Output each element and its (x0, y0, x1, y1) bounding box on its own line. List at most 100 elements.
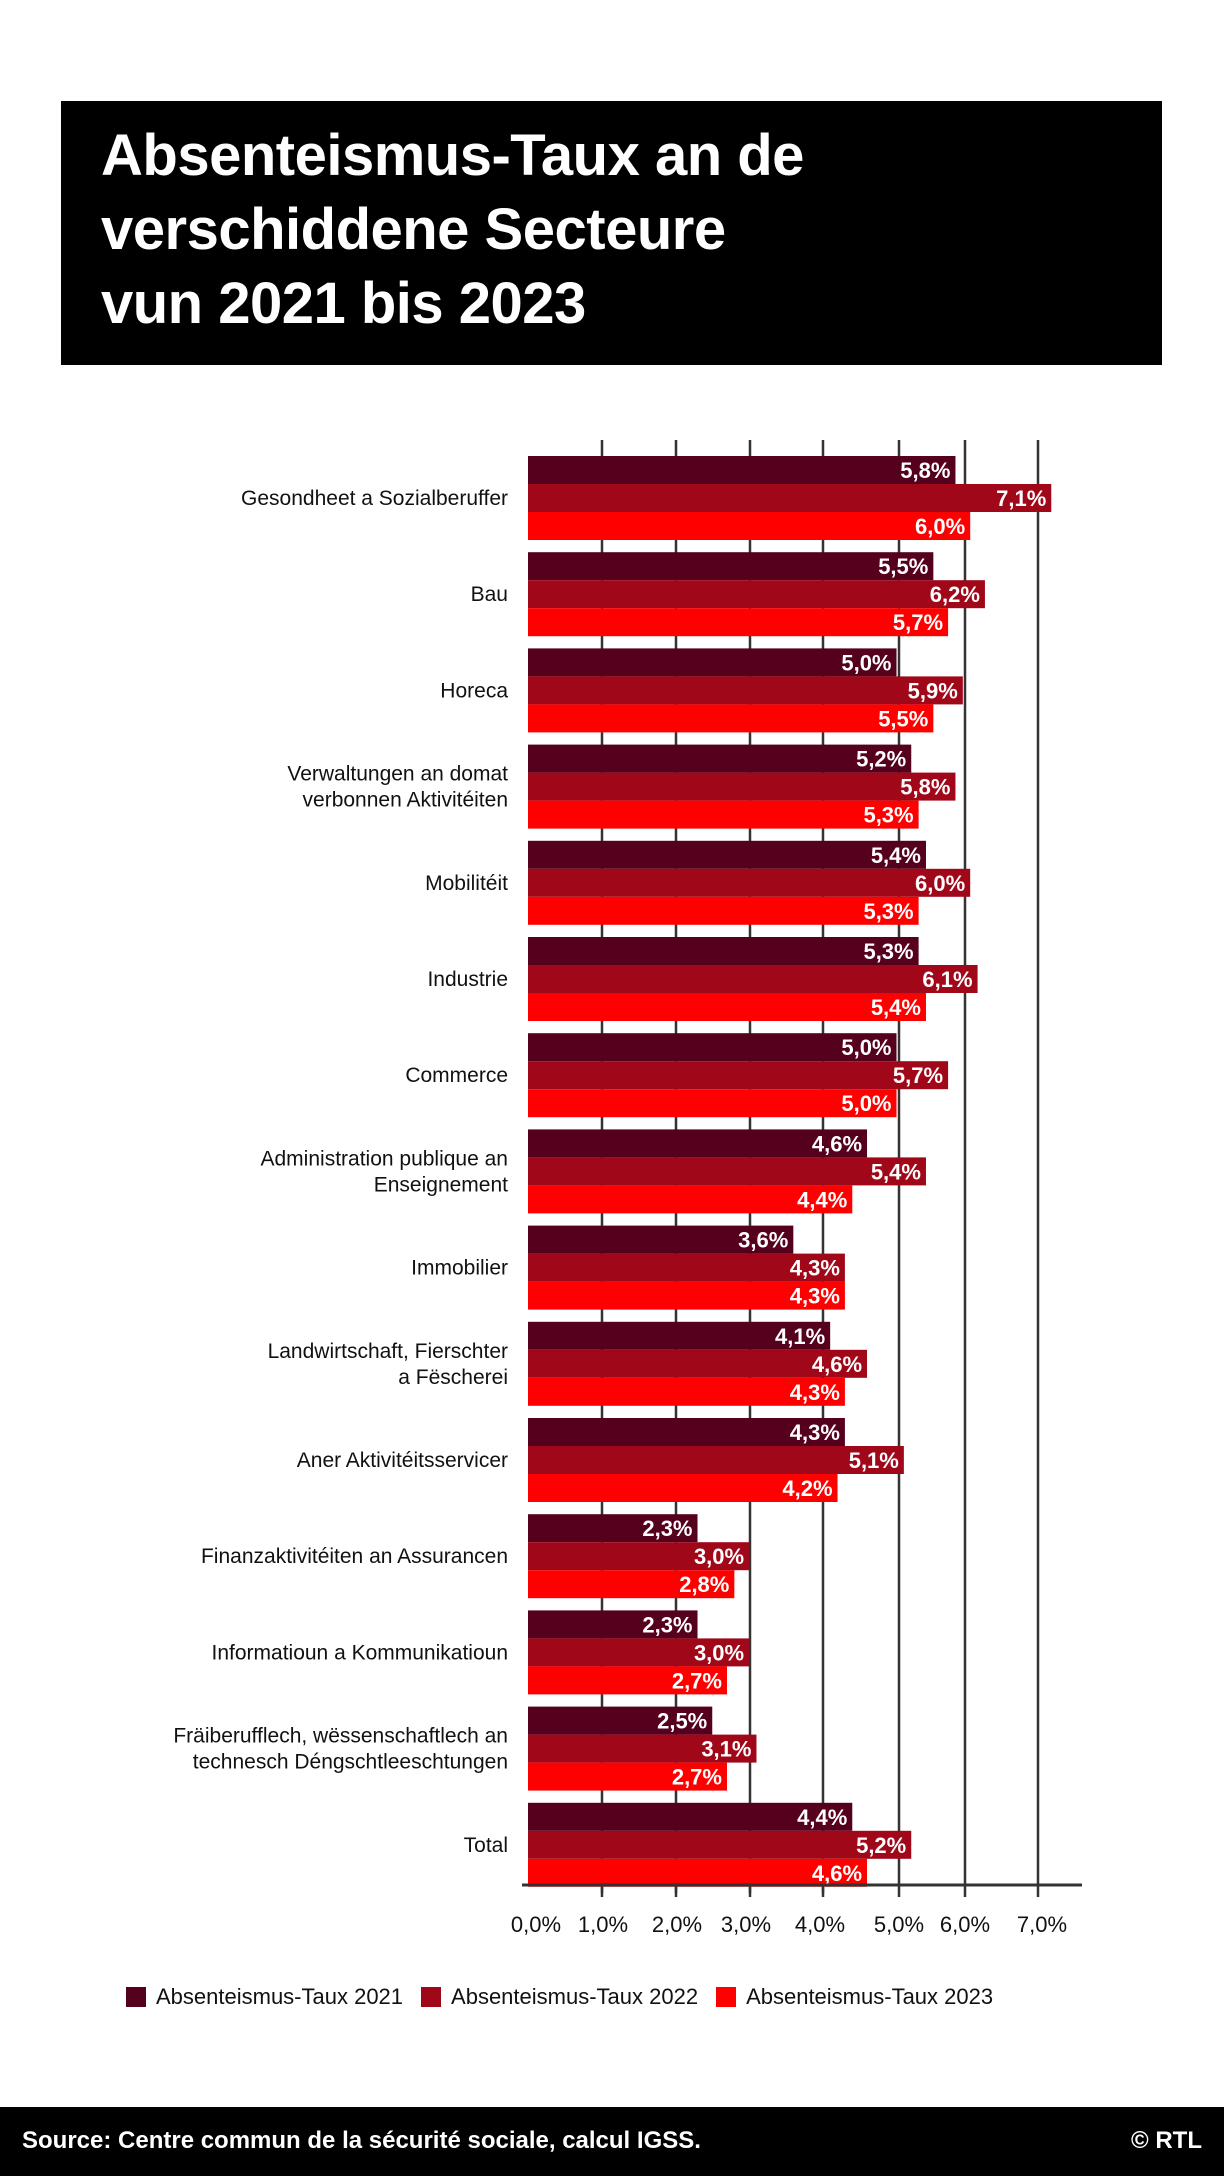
bar (528, 1321, 831, 1350)
bar (528, 552, 934, 581)
bar (528, 1281, 845, 1310)
category-label: Aner Aktivitéitsservicer (297, 1449, 508, 1472)
data-label: 2,3% (642, 1516, 692, 1541)
bar (528, 1129, 868, 1158)
data-label: 4,6% (812, 1352, 862, 1377)
bar (528, 937, 919, 965)
data-label: 6,1% (922, 967, 972, 992)
data-label: 5,0% (841, 1091, 891, 1116)
legend-swatch-2021 (126, 1987, 146, 2007)
bar (528, 1610, 698, 1639)
data-label: 5,7% (893, 610, 943, 635)
bar (528, 1157, 926, 1186)
data-label: 5,4% (871, 995, 921, 1020)
data-label: 4,3% (790, 1380, 840, 1405)
x-tick-label: 0,0% (511, 1912, 561, 1937)
data-label: 5,3% (863, 939, 913, 964)
data-label: 5,7% (893, 1063, 943, 1088)
data-label: 5,2% (856, 747, 906, 772)
category-label: Industrie (427, 968, 508, 991)
data-label: 6,0% (915, 514, 965, 539)
bar (528, 512, 971, 540)
bar (528, 1377, 845, 1406)
data-label: 4,6% (812, 1861, 862, 1886)
category-label: Commerce (405, 1064, 508, 1087)
category-label: Immobilier (411, 1257, 508, 1280)
copyright: © RTL (1130, 2127, 1202, 2154)
legend-swatch-2023 (716, 1987, 737, 2007)
category-label: Horeca (440, 679, 508, 702)
data-label: 7,1% (996, 486, 1046, 511)
category-label: Verwaltungen an domat verbonnen Aktivitéi… (287, 763, 508, 812)
data-label: 3,0% (694, 1544, 744, 1569)
data-label: 4,4% (797, 1187, 847, 1212)
data-label: 4,2% (782, 1476, 832, 1501)
legend-item-2023: Absenteismus-Taux 2023 (716, 1984, 993, 2010)
bar (528, 1349, 868, 1378)
data-label: 5,8% (900, 775, 950, 800)
bar (528, 648, 897, 677)
bar (528, 1762, 727, 1791)
data-label: 5,0% (841, 1035, 891, 1060)
legend-item-2021: Absenteismus-Taux 2021 (126, 1984, 403, 2010)
x-tick-label: 4,0% (795, 1912, 845, 1937)
source-note: Source: Centre commun de la sécurité soc… (22, 2127, 701, 2154)
bar (528, 1638, 750, 1667)
chart-title: Absenteismus-Taux an de verschiddene Sec… (101, 123, 804, 336)
legend-label-2023: Absenteismus-Taux 2023 (746, 1984, 994, 2009)
bar (528, 1061, 949, 1090)
legend: Absenteismus-Taux 2021 Absenteismus-Taux… (126, 1984, 993, 2010)
bar (528, 868, 971, 897)
bar (528, 1570, 735, 1599)
data-label: 5,3% (863, 803, 913, 828)
bar-chart: 5,8% 7,1% 6,0% Gesondheet a Sozialberuffer 5… (173, 440, 1082, 1937)
bar (528, 1185, 853, 1214)
data-label: 2,5% (657, 1709, 707, 1734)
bar (528, 744, 912, 773)
bar (528, 1446, 904, 1474)
bar (528, 840, 926, 869)
data-label: 4,4% (797, 1805, 847, 1830)
bar (528, 608, 949, 637)
category-label: Mobilitéit (425, 872, 508, 895)
title-banner: Absenteismus-Taux an de verschiddene Sec… (61, 101, 1162, 365)
x-tick-label: 3,0% (721, 1912, 771, 1937)
data-label: 6,0% (915, 871, 965, 896)
category-label: Landwirtschaft, Fierschter a Fëscherei (268, 1340, 508, 1389)
bar (528, 1225, 794, 1254)
bar (528, 1514, 698, 1543)
bar (528, 704, 934, 733)
legend-label-2021: Absenteismus-Taux 2021 (156, 1984, 404, 2009)
data-label: 5,8% (900, 458, 950, 483)
x-tick-label: 6,0% (940, 1912, 990, 1937)
bar (528, 1033, 897, 1062)
x-tick-label: 7,0% (1017, 1912, 1067, 1937)
x-tick-label: 1,0% (578, 1912, 628, 1937)
bar (528, 1253, 845, 1282)
data-label: 5,4% (871, 843, 921, 868)
data-label: 4,1% (775, 1324, 825, 1349)
bar (528, 1706, 713, 1735)
category-label: Informatioun a Kommunikatioun (212, 1641, 509, 1664)
bar (528, 580, 985, 609)
data-label: 4,3% (790, 1284, 840, 1309)
bar (528, 1418, 845, 1446)
bar (528, 1542, 750, 1571)
category-label: Fräiberufflech, wëssenschaftlech an techn… (173, 1725, 508, 1774)
category-label: Gesondheet a Sozialberuffer (241, 487, 508, 510)
legend-swatch-2022 (421, 1987, 442, 2007)
data-label: 3,0% (694, 1640, 744, 1665)
legend-item-2022: Absenteismus-Taux 2022 (421, 1984, 698, 2010)
data-label: 5,1% (849, 1448, 899, 1473)
category-label: Bau (471, 583, 508, 606)
bar (528, 1089, 897, 1118)
category-label: Total (464, 1834, 508, 1857)
data-label: 6,2% (930, 582, 980, 607)
bar (528, 484, 1052, 512)
data-label: 5,5% (878, 706, 928, 731)
bar (528, 965, 978, 993)
data-label: 2,8% (679, 1572, 729, 1597)
data-label: 5,4% (871, 1159, 921, 1184)
data-label: 5,5% (878, 554, 928, 579)
bar (528, 772, 956, 801)
